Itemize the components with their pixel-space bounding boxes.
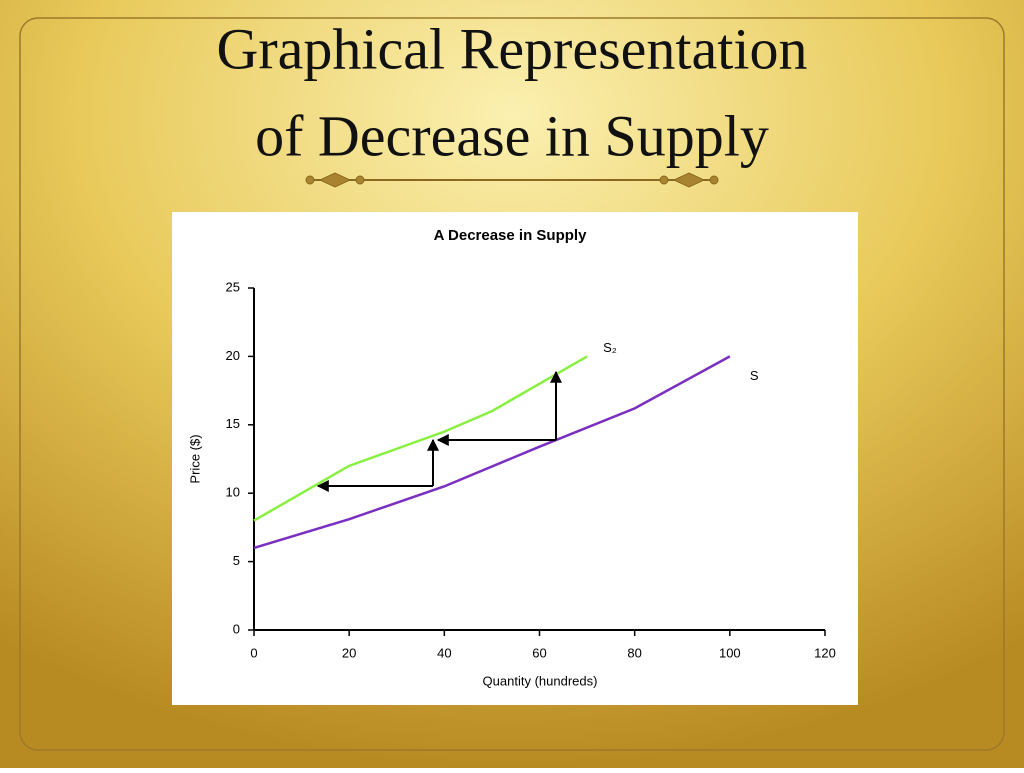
slide-title: Graphical Representation bbox=[216, 16, 807, 81]
x-tick-label: 20 bbox=[342, 645, 356, 660]
x-tick-label: 40 bbox=[437, 645, 451, 660]
x-tick-label: 100 bbox=[719, 645, 741, 660]
x-axis-label: Quantity (hundreds) bbox=[483, 673, 598, 688]
y-tick-label: 25 bbox=[226, 279, 240, 294]
y-tick-label: 10 bbox=[226, 485, 240, 500]
x-tick-label: 120 bbox=[814, 645, 836, 660]
series-line bbox=[253, 355, 731, 550]
chart-area bbox=[172, 212, 858, 705]
divider bbox=[305, 172, 719, 188]
plot: 0 5 10 15 20 25 0 20 40 60 80 100 120 S S₂ bbox=[226, 279, 836, 660]
x-tick-label: 0 bbox=[250, 645, 257, 660]
y-tick-label: 20 bbox=[226, 348, 240, 363]
x-tick-label: 60 bbox=[532, 645, 546, 660]
y-tick-label: 15 bbox=[226, 416, 240, 431]
series-label: S bbox=[750, 368, 759, 383]
y-axis-label: Price ($) bbox=[187, 434, 202, 483]
series-label: S₂ bbox=[603, 340, 617, 355]
x-tick-label: 80 bbox=[627, 645, 641, 660]
border bbox=[19, 17, 1005, 751]
chart-title: A Decrease in Supply bbox=[434, 227, 587, 244]
y-tick-label: 0 bbox=[233, 621, 240, 636]
arrows bbox=[316, 370, 562, 492]
slide-title: of Decrease in Supply bbox=[255, 103, 769, 168]
y-tick-label: 5 bbox=[233, 553, 240, 568]
